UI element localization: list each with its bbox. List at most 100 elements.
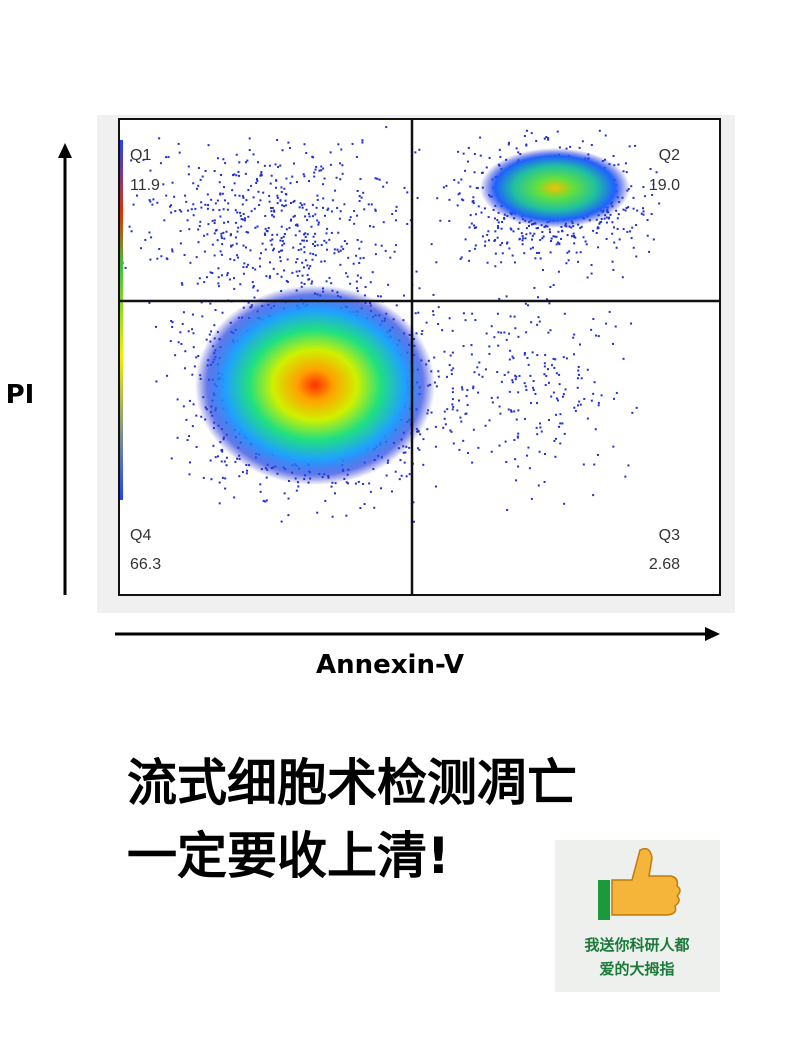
event-dot: [612, 445, 615, 448]
edge-events: [119, 140, 123, 500]
event-dot: [197, 228, 200, 231]
event-dot: [514, 458, 517, 461]
event-dot: [257, 190, 260, 193]
event-dot: [270, 243, 273, 246]
event-dot: [248, 137, 251, 140]
event-dot: [616, 217, 619, 220]
event-dot: [382, 185, 385, 188]
event-dot: [475, 186, 478, 189]
event-dot: [178, 209, 181, 212]
event-dot: [611, 260, 614, 263]
event-dot: [363, 503, 366, 506]
event-dot: [415, 270, 418, 273]
event-dot: [265, 476, 268, 479]
event-dot: [612, 342, 615, 345]
event-dot: [268, 164, 271, 167]
event-dot: [490, 325, 493, 328]
event-dot: [420, 333, 423, 336]
event-dot: [451, 391, 454, 394]
event-dot: [314, 168, 317, 171]
event-dot: [304, 236, 307, 239]
event-dot: [202, 476, 205, 479]
event-dot: [246, 159, 249, 162]
event-dot: [467, 452, 470, 455]
event-dot: [642, 186, 645, 189]
event-dot: [403, 186, 406, 189]
event-dot: [197, 241, 200, 244]
event-dot: [276, 233, 279, 236]
event-dot: [178, 151, 181, 154]
event-dot: [237, 170, 240, 173]
event-dot: [577, 369, 580, 372]
event-dot: [280, 275, 283, 278]
event-dot: [171, 250, 174, 253]
event-dot: [213, 219, 216, 222]
event-dot: [469, 185, 472, 188]
event-dot: [170, 211, 173, 214]
event-dot: [511, 381, 514, 384]
event-dot: [275, 179, 278, 182]
event-dot: [555, 235, 558, 238]
event-dot: [284, 193, 287, 196]
event-dot: [555, 397, 558, 400]
event-dot: [329, 151, 332, 154]
event-dot: [640, 212, 643, 215]
event-dot: [200, 206, 203, 209]
event-dot: [521, 239, 524, 242]
event-dot: [280, 520, 283, 523]
event-dot: [476, 187, 479, 190]
event-dot: [195, 356, 198, 359]
event-dot: [464, 238, 467, 241]
event-dot: [320, 260, 323, 263]
event-dot: [493, 239, 496, 242]
event-dot: [251, 281, 254, 284]
event-dot: [181, 283, 184, 286]
event-dot: [242, 196, 245, 199]
event-dot: [266, 230, 269, 233]
event-dot: [498, 405, 501, 408]
event-dot: [307, 267, 310, 270]
event-dot: [488, 239, 491, 242]
event-dot: [341, 172, 344, 175]
event-dot: [541, 237, 544, 240]
event-dot: [289, 219, 292, 222]
event-dot: [437, 323, 440, 326]
event-dot: [245, 199, 248, 202]
event-dot: [345, 481, 348, 484]
event-dot: [500, 261, 503, 264]
event-dot: [226, 274, 229, 277]
event-dot: [312, 253, 315, 256]
event-dot: [578, 400, 581, 403]
event-dot: [314, 213, 317, 216]
event-dot: [504, 440, 507, 443]
event-dot: [655, 171, 658, 174]
event-dot: [488, 345, 491, 348]
event-dot: [618, 238, 621, 241]
event-dot: [524, 385, 527, 388]
event-dot: [593, 463, 596, 466]
event-dot: [339, 210, 342, 213]
event-dot: [303, 282, 306, 285]
event-dot: [227, 220, 230, 223]
event-dot: [452, 405, 455, 408]
event-dot: [323, 239, 326, 242]
event-dot: [408, 446, 411, 449]
event-dot: [596, 453, 599, 456]
event-dot: [476, 366, 479, 369]
event-dot: [276, 272, 279, 275]
event-dot: [538, 450, 541, 453]
event-dot: [553, 439, 556, 442]
event-dot: [448, 198, 451, 201]
event-dot: [513, 261, 516, 264]
event-dot: [325, 232, 328, 235]
event-dot: [128, 225, 131, 228]
event-dot: [285, 279, 288, 282]
event-dot: [442, 186, 445, 189]
event-dot: [281, 149, 284, 152]
event-dot: [539, 238, 542, 241]
plot-frame: [118, 118, 721, 596]
event-dot: [472, 202, 475, 205]
event-dot: [499, 244, 502, 247]
event-dot: [298, 230, 301, 233]
event-dot: [419, 433, 422, 436]
